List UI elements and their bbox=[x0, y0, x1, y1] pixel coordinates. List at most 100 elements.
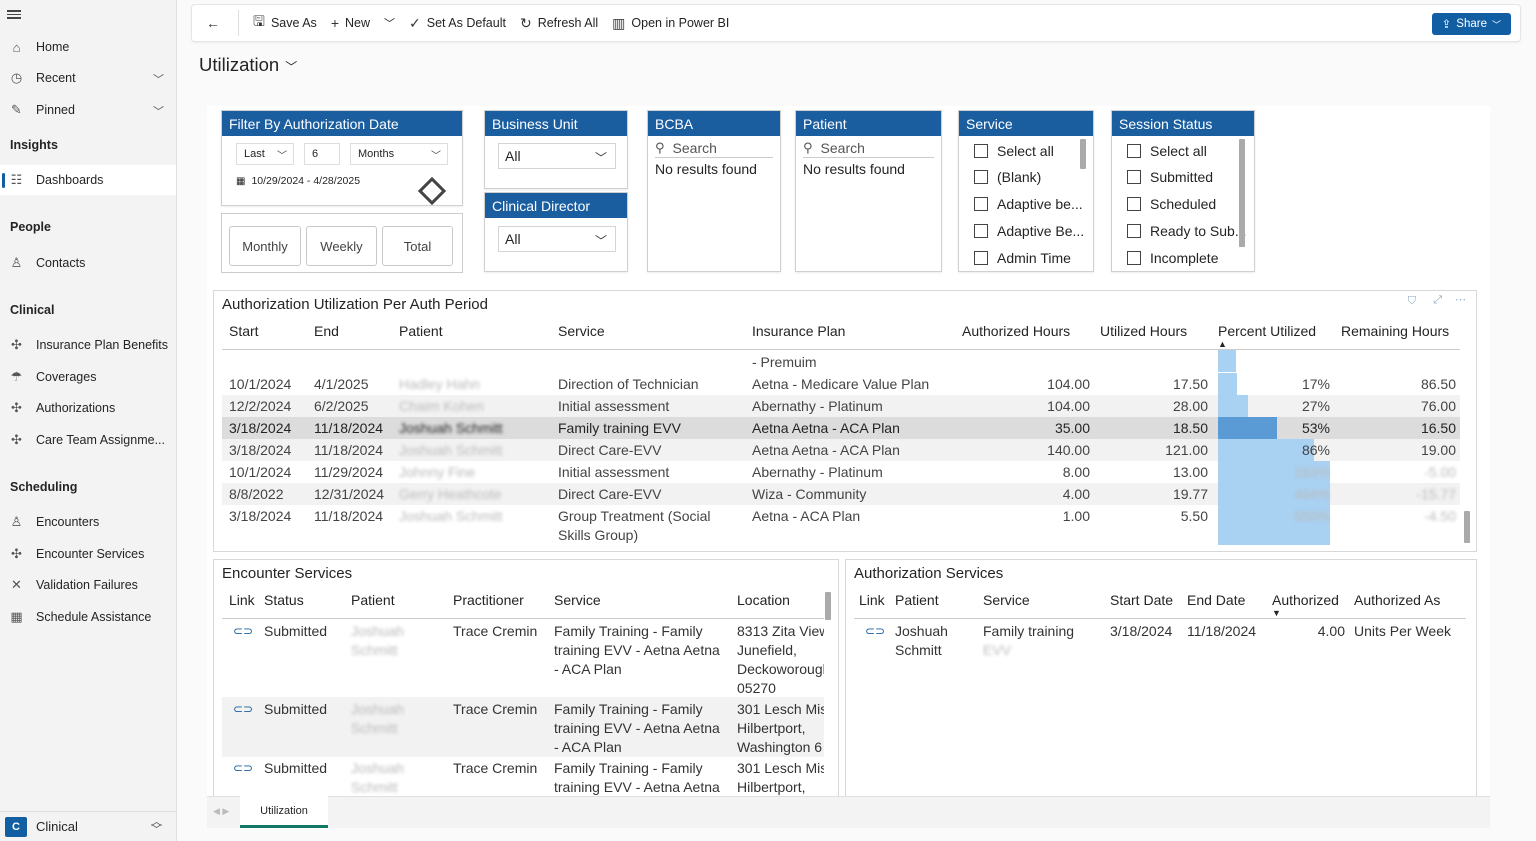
utilized-hours-cell: 18.50 bbox=[1172, 420, 1208, 436]
sidebar-item-dashboards[interactable]: ☷ Dashboards bbox=[0, 165, 176, 195]
column-header-end[interactable]: End bbox=[314, 323, 339, 339]
sidebar-item-encounters[interactable]: ♙ Encounters bbox=[0, 507, 176, 537]
business-unit-slicer: Business Unit All ﹀ bbox=[484, 110, 628, 189]
location-cell-line: Deckoworough bbox=[737, 661, 824, 677]
service-option[interactable]: Admin Time bbox=[974, 247, 1071, 269]
scrollbar[interactable] bbox=[1080, 139, 1086, 169]
checkbox[interactable] bbox=[974, 224, 988, 238]
checkbox[interactable] bbox=[1127, 224, 1141, 238]
column-header-percent-utilized[interactable]: Percent Utilized bbox=[1218, 323, 1317, 339]
column-header-start-date[interactable]: Start Date bbox=[1110, 592, 1174, 608]
end-cell: 11/18/2024 bbox=[314, 442, 384, 458]
filter-icon[interactable]: ⛉ bbox=[1407, 295, 1416, 307]
sidebar-item-care-team-assignments[interactable]: ✣ Care Team Assignme... bbox=[0, 425, 176, 455]
service-option[interactable]: Adaptive Be... bbox=[974, 220, 1084, 242]
column-header-link[interactable]: Link bbox=[859, 592, 885, 608]
service-option[interactable]: (Blank) bbox=[974, 166, 1041, 188]
status-option[interactable]: Submitted bbox=[1127, 166, 1213, 188]
utilized-hours-cell: 28.00 bbox=[1172, 398, 1208, 414]
status-option[interactable]: Ready to Sub... bbox=[1127, 220, 1247, 242]
column-header-practitioner[interactable]: Practitioner bbox=[453, 592, 524, 608]
sidebar-item-recent[interactable]: ◷ Recent ﹀ bbox=[0, 63, 176, 93]
checkbox[interactable] bbox=[974, 197, 988, 211]
scrollbar[interactable] bbox=[1464, 511, 1470, 543]
area-switcher[interactable]: C Clinical ︿ ﹀ bbox=[0, 811, 176, 841]
relative-select[interactable]: Last ﹀ bbox=[236, 143, 294, 165]
monthly-button[interactable]: Monthly bbox=[229, 226, 301, 266]
column-header-end-date[interactable]: End Date bbox=[1187, 592, 1246, 608]
column-header-authorized-hours[interactable]: Authorized Hours bbox=[962, 323, 1071, 339]
column-header-patient[interactable]: Patient bbox=[399, 323, 443, 339]
tab-nav-arrows-icon[interactable]: ◀ ▶ bbox=[213, 806, 230, 816]
unit-select[interactable]: Months ﹀ bbox=[350, 143, 448, 165]
checkbox[interactable] bbox=[974, 170, 988, 184]
sidebar-item-encounter-services[interactable]: ✣ Encounter Services bbox=[0, 539, 176, 569]
sidebar-item-validation-failures[interactable]: ✕ Validation Failures bbox=[0, 570, 176, 600]
chevron-down-icon[interactable]: ﹀ bbox=[384, 18, 396, 30]
column-header-service[interactable]: Service bbox=[554, 592, 601, 608]
link-icon[interactable]: ⊂⊃ bbox=[233, 761, 254, 775]
tab-utilization[interactable]: Utilization bbox=[240, 796, 328, 828]
sidebar-item-authorizations[interactable]: ✣ Authorizations bbox=[0, 393, 176, 423]
sidebar-item-home[interactable]: ⌂ Home bbox=[0, 32, 176, 62]
column-header-patient[interactable]: Patient bbox=[895, 592, 939, 608]
column-header-authorized[interactable]: Authorized bbox=[1272, 592, 1339, 608]
business-unit-dropdown[interactable]: All ﹀ bbox=[498, 143, 616, 169]
sidebar-item-coverages[interactable]: ☂ Coverages bbox=[0, 362, 176, 392]
sidebar-item-schedule-assistance[interactable]: ▦ Schedule Assistance bbox=[0, 602, 176, 632]
back-button[interactable]: ← bbox=[206, 4, 226, 42]
new-button[interactable]: + New ﹀ bbox=[331, 4, 395, 42]
chevron-down-icon[interactable]: ﹀ bbox=[153, 106, 164, 118]
clinical-director-dropdown[interactable]: All ﹀ bbox=[498, 226, 616, 252]
patient-search-input[interactable]: ⚲ Search bbox=[803, 138, 934, 158]
column-header-status[interactable]: Status bbox=[264, 592, 304, 608]
page-title[interactable]: Utilization ﹀ bbox=[199, 54, 297, 76]
open-in-power-bi-button[interactable]: ▥ Open in Power BI bbox=[612, 4, 729, 42]
share-button[interactable]: ⇪ Share ﹀ bbox=[1431, 13, 1511, 35]
sidebar-item-insurance-plan-benefits[interactable]: ✣ Insurance Plan Benefits bbox=[0, 330, 176, 360]
status-option[interactable]: Scheduled bbox=[1127, 193, 1216, 215]
status-option[interactable]: Select all bbox=[1127, 140, 1207, 162]
link-icon[interactable]: ⊂⊃ bbox=[233, 702, 254, 716]
service-option[interactable]: Adaptive be... bbox=[974, 193, 1083, 215]
scrollbar[interactable] bbox=[825, 592, 831, 620]
set-as-default-button[interactable]: ✓ Set As Default bbox=[409, 4, 506, 42]
scrollbar[interactable] bbox=[1239, 139, 1245, 247]
sidebar-item-pinned[interactable]: ✎ Pinned ﹀ bbox=[0, 95, 176, 125]
more-options-icon[interactable]: ⋯ bbox=[1455, 294, 1466, 306]
column-header-authorized-as[interactable]: Authorized As bbox=[1354, 592, 1441, 608]
chevron-down-icon[interactable]: ﹀ bbox=[285, 60, 298, 74]
column-header-utilized-hours[interactable]: Utilized Hours bbox=[1100, 323, 1188, 339]
column-header-location[interactable]: Location bbox=[737, 592, 790, 608]
eraser-icon[interactable] bbox=[417, 176, 447, 206]
checkbox[interactable] bbox=[1127, 197, 1141, 211]
save-as-button[interactable]: 🖫 Save As bbox=[253, 4, 317, 42]
status-option[interactable]: Incomplete bbox=[1127, 247, 1218, 269]
service-option[interactable]: Select all bbox=[974, 140, 1054, 162]
refresh-all-button[interactable]: ↻ Refresh All bbox=[520, 4, 598, 42]
link-icon[interactable]: ⊂⊃ bbox=[865, 624, 886, 638]
hamburger-menu-icon[interactable] bbox=[7, 8, 21, 22]
link-icon[interactable]: ⊂⊃ bbox=[233, 624, 254, 638]
weekly-button[interactable]: Weekly bbox=[306, 226, 377, 266]
column-header-start[interactable]: Start bbox=[229, 323, 259, 339]
chevron-down-icon[interactable]: ﹀ bbox=[153, 74, 164, 86]
checkbox[interactable] bbox=[974, 144, 988, 158]
column-header-remaining-hours[interactable]: Remaining Hours bbox=[1341, 323, 1450, 339]
column-header-service[interactable]: Service bbox=[558, 323, 605, 339]
checkbox[interactable] bbox=[1127, 251, 1141, 265]
checkbox[interactable] bbox=[1127, 144, 1141, 158]
checkbox[interactable] bbox=[974, 251, 988, 265]
column-header-patient[interactable]: Patient bbox=[351, 592, 395, 608]
checkbox[interactable] bbox=[1127, 170, 1141, 184]
focus-mode-icon[interactable]: ⤢ bbox=[1433, 294, 1442, 306]
column-header-link[interactable]: Link bbox=[229, 592, 255, 608]
sidebar-item-label: Home bbox=[36, 40, 70, 54]
date-range[interactable]: ▦ 10/29/2024 - 4/28/2025 bbox=[236, 175, 360, 187]
count-input[interactable]: 6 bbox=[304, 143, 340, 165]
total-button[interactable]: Total bbox=[382, 226, 453, 266]
bcba-search-input[interactable]: ⚲ Search bbox=[655, 138, 773, 158]
column-header-insurance-plan[interactable]: Insurance Plan bbox=[752, 323, 846, 339]
column-header-service[interactable]: Service bbox=[983, 592, 1030, 608]
sidebar-item-contacts[interactable]: ♙ Contacts bbox=[0, 248, 176, 278]
